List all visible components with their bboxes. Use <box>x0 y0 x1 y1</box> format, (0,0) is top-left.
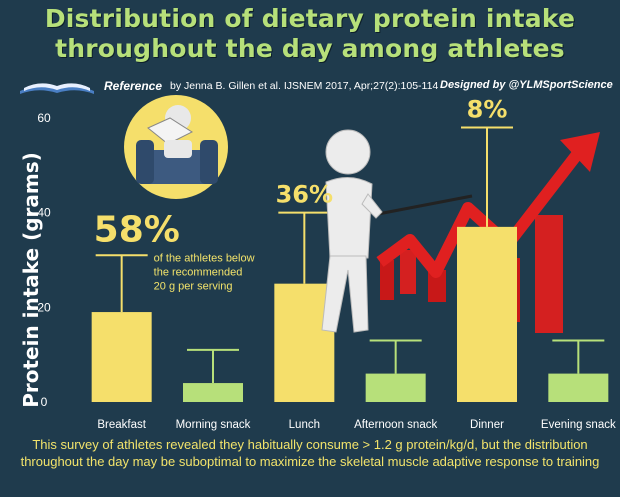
y-axis: 0 20 40 60 Protein intake (grams) <box>19 111 51 409</box>
x-tick-label: Morning snack <box>176 419 251 431</box>
reference-citation: by Jenna B. Gillen et al. IJSNEM 2017, A… <box>170 80 439 92</box>
title-line-2: throughout the day among athletes <box>55 34 565 63</box>
x-tick-label: Evening snack <box>541 419 616 431</box>
bars <box>91 126 609 402</box>
presenter-with-pointer-icon <box>321 129 473 333</box>
bar-lunch <box>274 283 335 402</box>
footer-summary: This survey of athletes revealed they ha… <box>20 437 600 469</box>
percent-annotation: 58% <box>94 209 180 250</box>
percent-annotation: 8% <box>467 95 508 123</box>
annotation-note-line: 20 g per serving <box>154 280 233 292</box>
chart-title: Distribution of dietary protein intake t… <box>0 4 620 64</box>
reference-bar: Reference by Jenna B. Gillen et al. IJSN… <box>0 75 620 97</box>
y-tick-label: 60 <box>37 111 51 125</box>
x-tick-label: Breakfast <box>97 419 146 431</box>
annotation-note-line: the recommended <box>154 266 243 278</box>
designer-credit: Designed by @YLMSportScience <box>440 79 613 91</box>
y-tick-label: 40 <box>37 206 51 220</box>
title-line-1: Distribution of dietary protein intake <box>44 4 576 33</box>
y-axis-label: Protein intake (grams) <box>19 152 43 408</box>
x-tick-label: Dinner <box>470 419 504 431</box>
bar-evening-snack <box>548 373 609 402</box>
open-book-icon <box>20 83 94 94</box>
annotation-note-line: of the athletes below <box>154 252 255 264</box>
bar-dinner <box>457 226 517 402</box>
bar-breakfast <box>91 312 152 402</box>
x-tick-label: Afternoon snack <box>354 419 437 431</box>
x-tick-label: Lunch <box>289 419 320 431</box>
annotations: 58% of the athletes below the recommended 2… <box>94 95 508 292</box>
x-tick-labels: Breakfast Morning snack Lunch Afternoon sna… <box>97 419 616 431</box>
reference-label: Reference <box>104 79 163 93</box>
y-tick-label: 0 <box>41 395 48 409</box>
person-reading-newspaper-icon <box>124 95 228 199</box>
y-tick-label: 20 <box>37 300 51 314</box>
bar-morning-snack <box>183 383 243 402</box>
bar-afternoon-snack <box>365 373 426 402</box>
percent-annotation: 36% <box>276 181 333 209</box>
